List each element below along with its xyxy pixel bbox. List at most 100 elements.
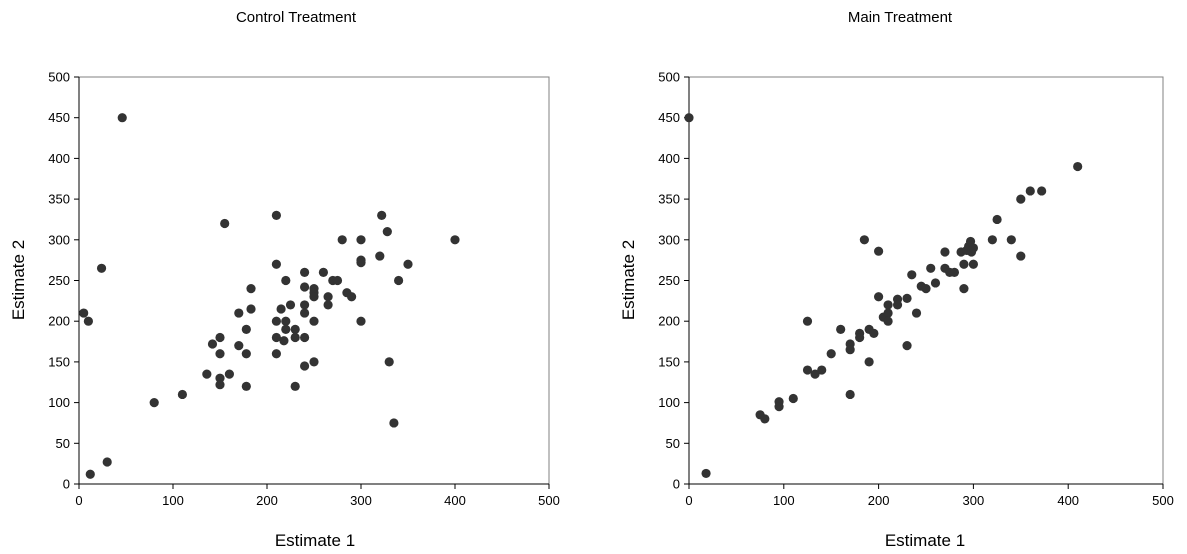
chart-title: Control Treatment [236,9,357,26]
data-point [907,270,917,280]
data-point [85,469,95,479]
data-point [845,389,855,400]
data-point [921,284,931,294]
x-tick-label: 500 [1152,493,1174,508]
y-tick-label: 150 [48,354,70,369]
y-tick-label: 250 [48,273,70,288]
x-tick-label: 200 [256,493,278,508]
data-point [271,316,281,326]
data-point [246,284,256,294]
data-point [384,357,394,367]
data-point [930,278,941,288]
x-tick-label: 300 [350,493,372,508]
data-point [992,214,1002,225]
data-point [309,316,319,326]
data-point [300,308,310,318]
data-point [382,227,392,237]
y-tick-label: 200 [658,314,680,329]
y-tick-label: 150 [658,354,680,369]
data-point [96,263,107,273]
data-point [102,457,112,467]
x-tick-label: 0 [685,493,692,508]
data-point [271,210,281,220]
data-point [836,324,846,334]
data-point [389,418,399,428]
x-axis-label: Estimate 1 [275,531,355,550]
y-tick-label: 250 [658,273,680,288]
data-point [864,357,874,367]
data-point [802,365,813,375]
data-point [271,349,281,359]
data-point [826,349,836,359]
data-point [855,332,865,343]
data-point [332,275,343,286]
data-point [859,235,869,245]
y-axis-label: Estimate 2 [619,240,638,320]
data-point [987,235,997,245]
data-point [207,339,218,349]
y-tick-label: 450 [658,110,680,125]
data-point [684,113,694,123]
data-point [241,324,251,334]
y-tick-label: 100 [658,395,680,410]
data-point [959,259,969,269]
y-tick-label: 500 [48,70,70,85]
main-treatment-chart: Main Treatment Estimate 1 Estimate 2 0 10… [619,9,1174,550]
data-point [281,316,291,326]
data-point [394,275,404,286]
data-point [911,308,922,318]
y-tick-label: 450 [48,110,70,125]
data-point [281,324,291,334]
data-point [318,267,328,277]
data-point [760,414,770,424]
y-tick-label: 350 [48,192,70,207]
data-point [902,293,912,304]
data-point [323,292,333,302]
data-point [940,247,950,257]
data-point [701,468,711,479]
data-point [874,246,884,256]
data-point [276,304,286,314]
data-point [271,332,281,343]
data-point [845,345,855,355]
data-point [817,365,827,375]
data-point [220,218,230,229]
data-point [810,369,820,379]
data-point [234,308,244,318]
data-point [788,393,798,404]
data-point [215,332,225,343]
data-point [323,300,333,310]
x-tick-label: 100 [773,493,795,508]
data-point [300,267,310,277]
y-tick-label: 300 [48,232,70,247]
data-point [356,235,366,245]
data-point [949,267,960,277]
y-tick-label: 0 [673,477,680,492]
data-point [1037,186,1047,196]
chart-title: Main Treatment [848,9,953,26]
x-tick-label: 400 [444,493,466,508]
x-tick-label: 500 [538,493,560,508]
data-point [968,259,979,269]
data-point [1016,251,1026,261]
data-point [883,308,893,318]
data-point [300,361,310,371]
data-point [224,369,234,379]
y-axis-label: Estimate 2 [9,240,28,320]
y-tick-label: 400 [658,151,680,166]
data-point [300,332,310,343]
data-point [450,235,460,245]
data-point [968,243,979,253]
data-point [177,389,187,400]
data-point [1006,235,1016,245]
data-point [1025,186,1035,196]
data-point [290,381,300,391]
x-tick-label: 400 [1057,493,1079,508]
data-point [202,369,212,379]
data-point [241,381,251,391]
data-point [774,402,784,412]
y-tick-label: 300 [658,232,680,247]
data-point [874,292,884,302]
x-tick-label: 300 [963,493,985,508]
